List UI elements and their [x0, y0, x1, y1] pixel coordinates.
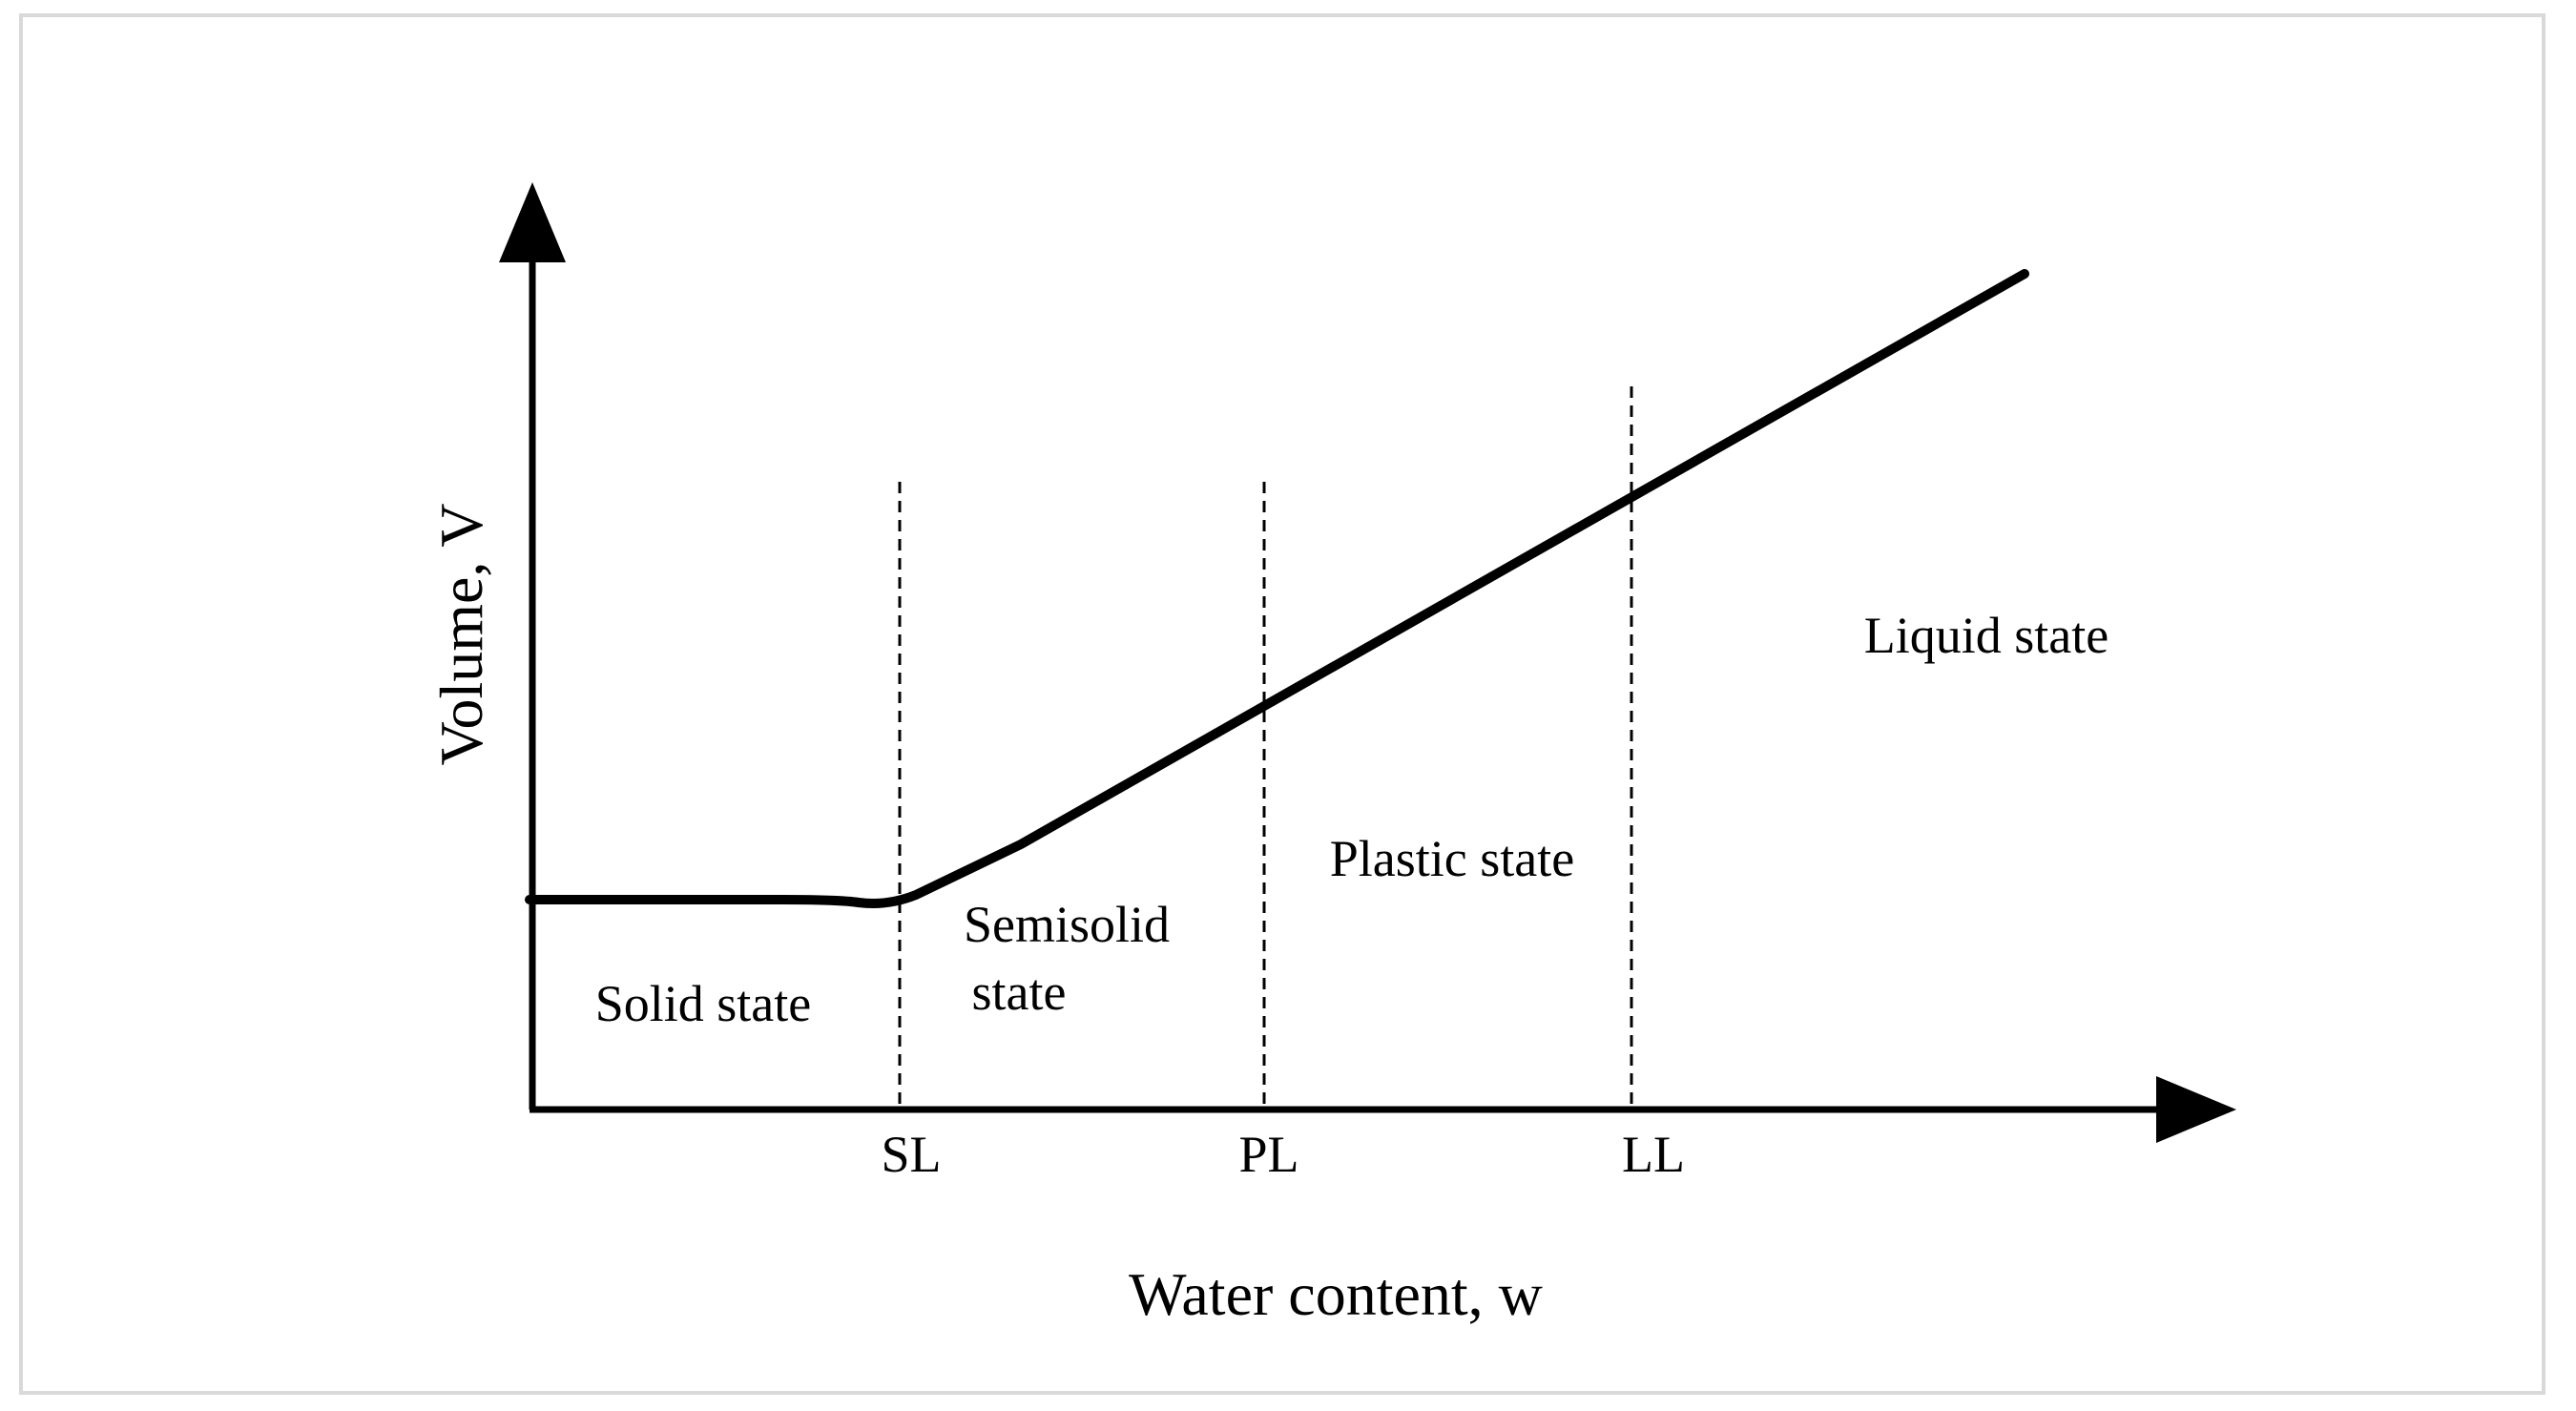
sl-label: SL	[881, 1126, 941, 1183]
semisolid-state-label-line1: Semisolid	[964, 896, 1170, 953]
x-axis-label: Water content, w	[1129, 1260, 1543, 1328]
semisolid-state-label-line2: state	[972, 964, 1067, 1021]
figure-frame	[19, 13, 2545, 1395]
pl-label: PL	[1238, 1126, 1298, 1183]
plastic-state-label: Plastic state	[1330, 830, 1574, 887]
volume-curve	[525, 269, 2029, 908]
liquid-state-label: Liquid state	[1864, 607, 2109, 664]
solid-state-label: Solid state	[595, 975, 812, 1032]
ll-label: LL	[1622, 1126, 1685, 1183]
y-axis-label: Volume, V	[427, 504, 495, 766]
